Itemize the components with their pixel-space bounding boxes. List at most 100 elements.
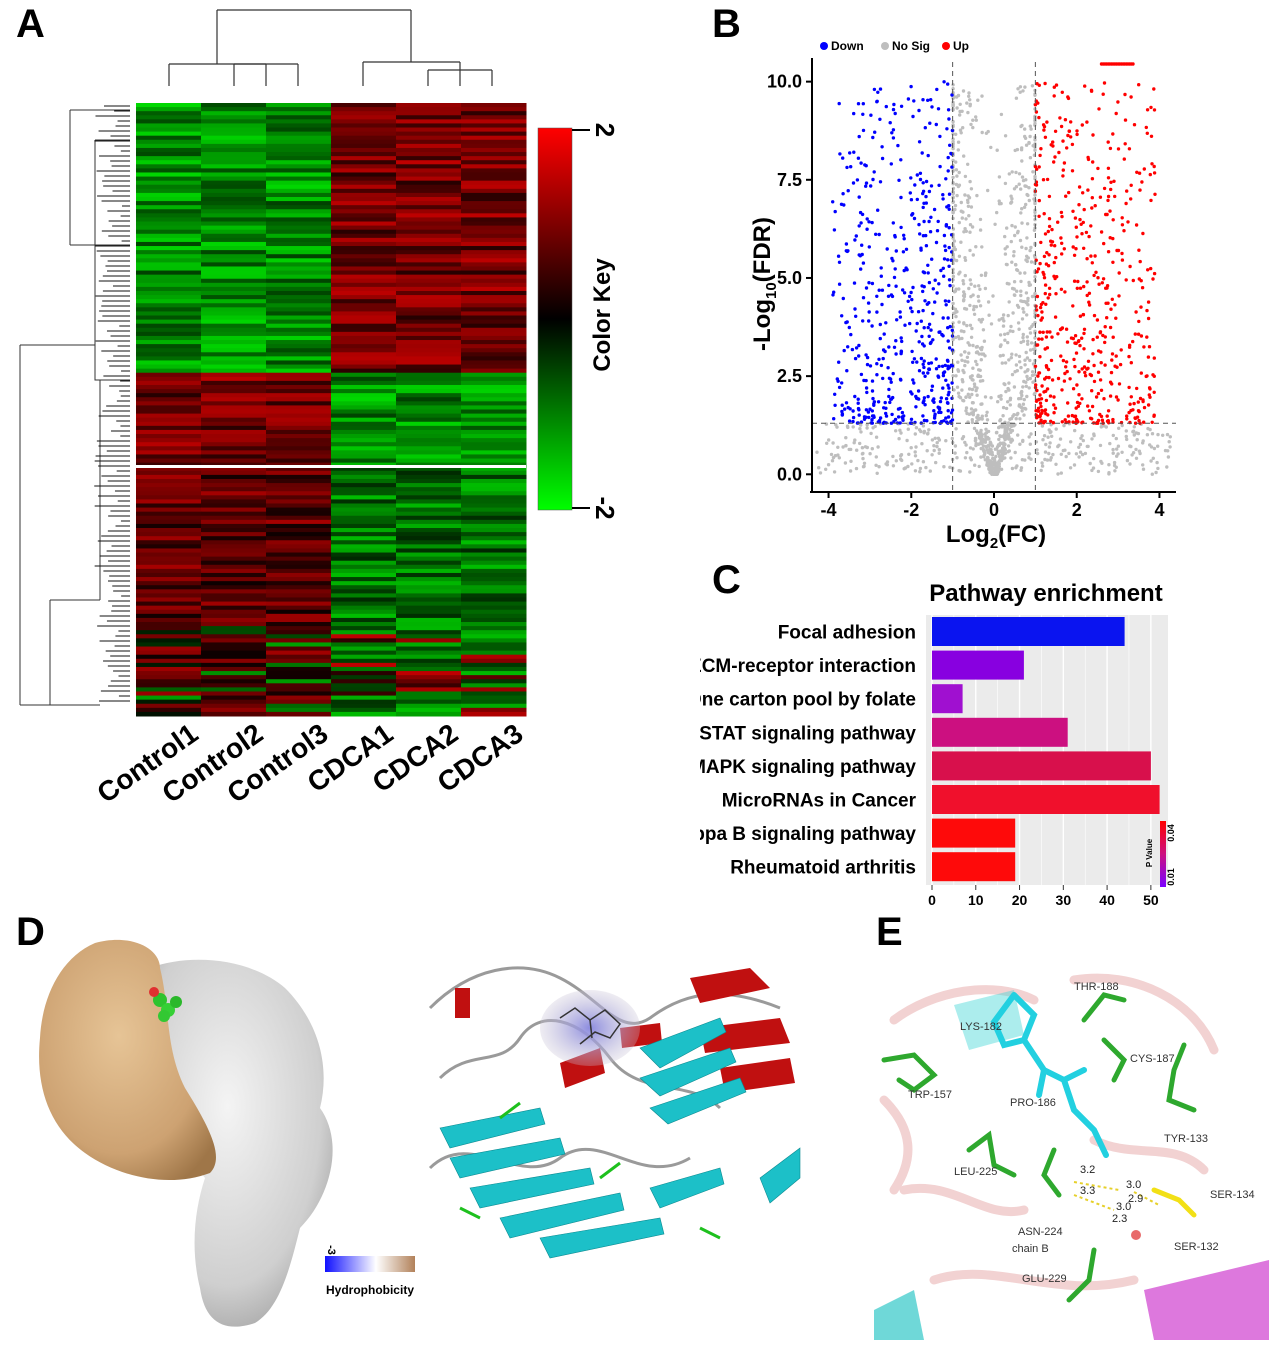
volcano-point (1103, 340, 1107, 345)
volcano-point (852, 111, 856, 116)
volcano-point (976, 294, 980, 299)
volcano-point (1052, 94, 1056, 98)
volcano-point (934, 122, 938, 127)
volcano-point (864, 408, 869, 412)
volcano-point (926, 271, 930, 275)
heatmap-cell (266, 131, 332, 137)
volcano-point (971, 366, 975, 370)
heatmap-cell (396, 470, 462, 476)
volcano-point (912, 216, 917, 221)
heatmap-cell (201, 131, 267, 137)
heatmap-cell (136, 278, 202, 284)
heatmap-cell (331, 364, 397, 370)
volcano-point (859, 221, 863, 225)
volcano-point (936, 405, 940, 409)
volcano-point (992, 456, 997, 461)
volcano-point (997, 425, 1001, 430)
volcano-point (848, 151, 852, 155)
volcano-point (996, 400, 1000, 404)
heatmap-cell (461, 491, 527, 496)
volcano-point (980, 345, 984, 350)
volcano-point (917, 369, 922, 373)
volcano-point (939, 410, 943, 415)
volcano-point (1152, 356, 1156, 360)
volcano-point (861, 296, 866, 300)
volcano-point (838, 152, 842, 156)
volcano-point (1015, 268, 1019, 272)
volcano-point (1054, 427, 1058, 431)
heatmap-cell (266, 278, 332, 284)
volcano-point (896, 407, 901, 411)
volcano-point (857, 134, 861, 139)
volcano-point (1026, 193, 1030, 198)
heatmap-cell (396, 487, 462, 492)
volcano-point (899, 195, 903, 200)
volcano-point (1062, 379, 1067, 383)
heatmap-cell (201, 331, 267, 337)
volcano-point (955, 385, 960, 389)
heatmap-cell (396, 536, 462, 541)
volcano-point (1002, 444, 1006, 448)
volcano-point (1033, 148, 1037, 152)
volcano-point (1083, 451, 1088, 456)
heatmap-cell (201, 295, 267, 300)
volcano-point (996, 443, 1001, 447)
volcano-point (1092, 456, 1096, 461)
volcano-point (1009, 424, 1014, 429)
volcano-point (955, 193, 959, 198)
residue-label: TRP-157 (908, 1089, 952, 1101)
hydrophobicity-gradient (325, 1256, 427, 1272)
volcano-point (1129, 95, 1133, 99)
volcano-point (1147, 345, 1152, 349)
volcano-point (840, 409, 844, 414)
heatmap-cell (201, 168, 267, 173)
volcano-point (867, 415, 871, 420)
volcano-point (970, 401, 975, 405)
volcano-point (897, 437, 901, 441)
heatmap-cell (396, 585, 462, 590)
volcano-point (1151, 277, 1155, 281)
heatmap-cell (396, 188, 462, 194)
volcano-point (1027, 280, 1031, 285)
volcano-point (1028, 358, 1032, 363)
heatmap-cell (461, 413, 527, 419)
volcano-point (976, 413, 980, 418)
heatmap-cell (331, 180, 397, 186)
volcano-point (950, 396, 954, 400)
volcano-point (872, 414, 876, 418)
volcano-point (918, 232, 922, 236)
heatmap-cell (396, 417, 462, 423)
volcano-point (901, 288, 905, 292)
heatmap-cell (331, 127, 397, 133)
volcano-point (968, 323, 973, 327)
volcano-point (1020, 409, 1024, 413)
volcano-point (949, 151, 953, 156)
volcano-point (1049, 423, 1053, 427)
heatmap-cell (201, 340, 267, 345)
volcano-point (947, 117, 951, 121)
volcano-point (1086, 155, 1090, 160)
volcano-point (962, 292, 967, 296)
volcano-point (1071, 209, 1075, 213)
volcano-point (967, 91, 971, 95)
volcano-point (950, 93, 954, 97)
heatmap-cell (331, 466, 397, 472)
heatmap-cell (461, 605, 527, 611)
heatmap-cell (461, 152, 527, 157)
volcano-point (1099, 414, 1104, 419)
heatmap-cell (461, 176, 527, 182)
volcano-point (903, 466, 908, 470)
heatmap-cell (201, 135, 267, 141)
heatmap-cell (266, 315, 332, 321)
volcano-point (881, 356, 885, 361)
volcano-point (870, 379, 875, 383)
volcano-point (930, 105, 934, 109)
heatmap-cell (266, 201, 332, 206)
volcano-point (997, 460, 1001, 464)
heatmap-cell (136, 560, 202, 566)
volcano-point (1108, 394, 1113, 398)
volcano-legend: Down No Sig Up (820, 39, 969, 53)
volcano-point (1050, 434, 1054, 438)
volcano-point (1003, 451, 1008, 455)
heatmap-cell (461, 564, 527, 570)
